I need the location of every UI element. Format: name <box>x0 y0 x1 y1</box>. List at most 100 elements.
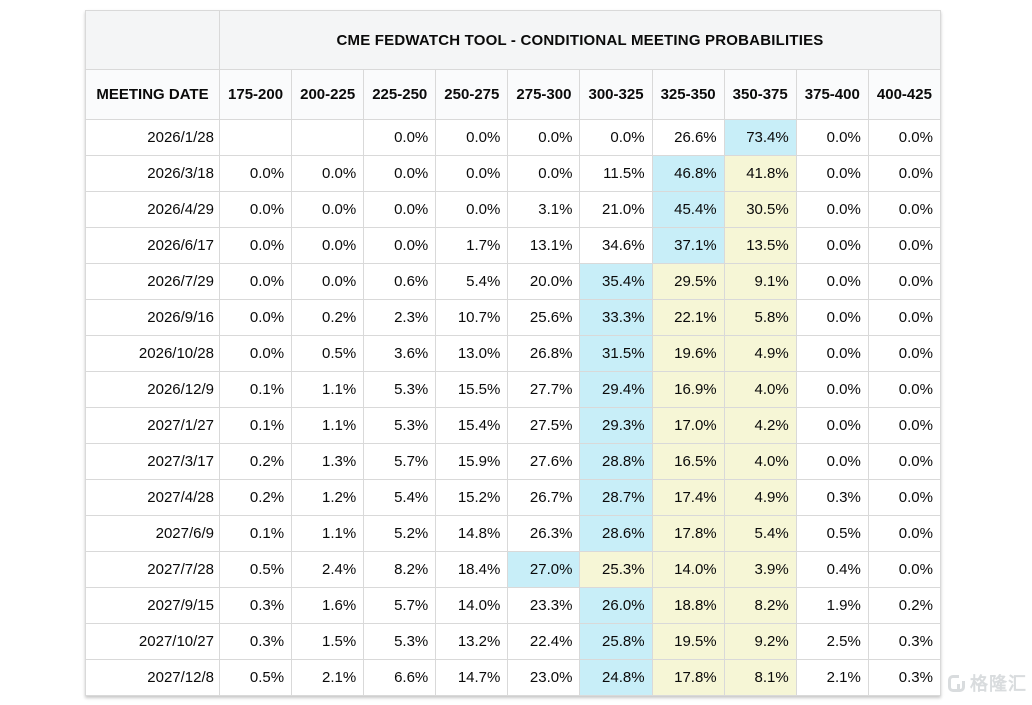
probability-cell: 23.3% <box>507 587 581 624</box>
meeting-date-cell: 2027/10/27 <box>85 623 220 660</box>
probability-cell: 11.5% <box>579 155 653 192</box>
probability-cell: 0.0% <box>795 443 869 480</box>
probability-cell: 8.1% <box>723 659 797 696</box>
table-row: 2026/1/28 0.0% 0.0% 0.0% 0.0% 26.6% 73.4% 0.0% 0… <box>85 119 942 156</box>
column-header-rate-range: 275-300 <box>507 69 581 120</box>
probability-cell: 15.5% <box>435 371 509 408</box>
column-header-row: MEETING DATE 175-200 200-225 225-250 250… <box>85 69 942 120</box>
probability-cell: 5.8% <box>723 299 797 336</box>
table-row: 2026/7/29 0.0% 0.0% 0.6% 5.4% 20.0% 35.4% 29.5%… <box>85 263 942 300</box>
probability-cell: 0.0% <box>218 227 293 264</box>
probability-cell: 73.4% <box>723 119 797 156</box>
meeting-date-cell: 2027/4/28 <box>85 479 220 516</box>
probability-cell: 17.4% <box>651 479 725 516</box>
probability-cell: 27.7% <box>507 371 581 408</box>
probability-cell: 0.0% <box>363 227 437 264</box>
probability-cell: 4.9% <box>723 479 797 516</box>
probability-cell: 17.8% <box>651 515 725 552</box>
probability-cell: 4.0% <box>723 443 797 480</box>
probability-cell: 0.0% <box>867 155 942 192</box>
probability-cell: 0.0% <box>291 227 365 264</box>
probability-cell: 25.8% <box>579 623 653 660</box>
meeting-date-cell: 2026/1/28 <box>85 119 220 156</box>
table-row: 2027/12/8 0.5% 2.1% 6.6% 14.7% 23.0% 24.8% 17.8… <box>85 659 942 696</box>
gelonghui-logo-icon <box>948 674 965 692</box>
probability-cell: 0.1% <box>218 407 293 444</box>
probability-cell: 29.5% <box>651 263 725 300</box>
probability-cell: 10.7% <box>435 299 509 336</box>
table-row: 2026/12/9 0.1% 1.1% 5.3% 15.5% 27.7% 29.4% 16.9… <box>85 371 942 408</box>
probability-cell: 23.0% <box>507 659 581 696</box>
probability-cell: 0.1% <box>218 515 293 552</box>
probability-cell: 1.1% <box>291 515 365 552</box>
column-header-rate-range: 200-225 <box>291 69 365 120</box>
probability-cell: 26.0% <box>579 587 653 624</box>
probability-cell: 5.4% <box>723 515 797 552</box>
probability-cell: 0.2% <box>218 443 293 480</box>
probability-cell: 0.0% <box>867 299 942 336</box>
probability-cell: 13.1% <box>507 227 581 264</box>
probability-cell: 0.0% <box>218 191 293 228</box>
probability-cell: 13.2% <box>435 623 509 660</box>
probability-cell: 20.0% <box>507 263 581 300</box>
probability-cell: 1.6% <box>291 587 365 624</box>
probability-cell: 3.9% <box>723 551 797 588</box>
corner-cell <box>85 10 220 70</box>
probability-cell: 0.0% <box>363 191 437 228</box>
table-row: 2027/7/28 0.5% 2.4% 8.2% 18.4% 27.0% 25.3% 14.0… <box>85 551 942 588</box>
table-row: 2026/10/28 0.0% 0.5% 3.6% 13.0% 26.8% 31.5% 19.… <box>85 335 942 372</box>
probability-cell: 0.0% <box>795 407 869 444</box>
probability-cell: 5.3% <box>363 623 437 660</box>
probability-cell: 0.0% <box>507 119 581 156</box>
meeting-date-cell: 2026/3/18 <box>85 155 220 192</box>
probability-cell: 28.8% <box>579 443 653 480</box>
probability-cell: 15.2% <box>435 479 509 516</box>
probability-cell: 33.3% <box>579 299 653 336</box>
probability-cell: 45.4% <box>651 191 725 228</box>
probability-cell: 0.2% <box>867 587 942 624</box>
probability-cell: 5.4% <box>363 479 437 516</box>
probability-cell: 25.3% <box>579 551 653 588</box>
probability-cell: 0.5% <box>218 551 293 588</box>
probability-cell: 0.0% <box>218 263 293 300</box>
probability-cell: 27.5% <box>507 407 581 444</box>
probability-cell: 25.6% <box>507 299 581 336</box>
meeting-date-cell: 2026/12/9 <box>85 371 220 408</box>
table-row: 2026/3/18 0.0% 0.0% 0.0% 0.0% 0.0% 11.5% 46.8% 4… <box>85 155 942 192</box>
probability-cell: 27.6% <box>507 443 581 480</box>
probability-cell: 4.9% <box>723 335 797 372</box>
column-header-rate-range: 225-250 <box>363 69 437 120</box>
meeting-date-cell: 2026/6/17 <box>85 227 220 264</box>
table-row: 2027/1/27 0.1% 1.1% 5.3% 15.4% 27.5% 29.3% 17.0… <box>85 407 942 444</box>
probability-cell: 0.0% <box>218 335 293 372</box>
probability-cell: 0.0% <box>363 155 437 192</box>
probability-cell: 26.8% <box>507 335 581 372</box>
probability-cell: 0.0% <box>363 119 437 156</box>
table-row: 2026/9/16 0.0% 0.2% 2.3% 10.7% 25.6% 33.3% 22.1… <box>85 299 942 336</box>
probability-cell: 0.0% <box>507 155 581 192</box>
probability-cell: 5.2% <box>363 515 437 552</box>
probability-cell: 37.1% <box>651 227 725 264</box>
probability-cell: 1.5% <box>291 623 365 660</box>
probability-cell: 5.7% <box>363 587 437 624</box>
column-header-rate-range: 350-375 <box>723 69 797 120</box>
probability-cell: 0.0% <box>579 119 653 156</box>
probability-cell: 2.5% <box>795 623 869 660</box>
column-header-rate-range: 250-275 <box>435 69 509 120</box>
probability-cell: 1.3% <box>291 443 365 480</box>
probability-cell: 2.4% <box>291 551 365 588</box>
meeting-date-cell: 2027/12/8 <box>85 659 220 696</box>
probability-cell: 14.0% <box>651 551 725 588</box>
probability-cell: 19.5% <box>651 623 725 660</box>
meeting-date-cell: 2026/4/29 <box>85 191 220 228</box>
probability-cell: 31.5% <box>579 335 653 372</box>
column-header-rate-range: 300-325 <box>579 69 653 120</box>
probability-cell: 27.0% <box>507 551 581 588</box>
probability-cell: 41.8% <box>723 155 797 192</box>
probability-cell: 8.2% <box>363 551 437 588</box>
title-row: CME FEDWATCH TOOL - CONDITIONAL MEETING … <box>85 10 941 70</box>
probability-cell: 35.4% <box>579 263 653 300</box>
meeting-date-cell: 2026/9/16 <box>85 299 220 336</box>
probability-cell: 0.0% <box>867 335 942 372</box>
fedwatch-table: CME FEDWATCH TOOL - CONDITIONAL MEETING … <box>85 10 942 696</box>
